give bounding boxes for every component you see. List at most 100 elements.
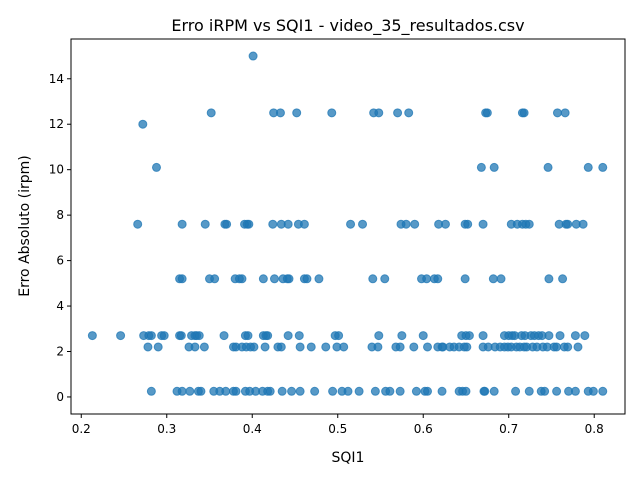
data-point [482,108,492,118]
data-point [409,342,419,352]
data-point [221,386,231,396]
points-layer [87,51,608,396]
data-point [573,342,583,352]
data-point [194,331,204,341]
data-point [153,342,163,352]
data-point [489,162,499,172]
data-point [310,386,320,396]
data-point [206,108,216,118]
data-point [243,331,253,341]
x-tick-label: 0.5 [328,422,347,436]
data-point [583,162,593,172]
data-point [138,119,148,129]
x-axis-label: SQI1 [332,450,365,466]
y-axis: 0 2 4 6 8 10 12 14 [49,72,71,404]
data-point [395,386,405,396]
data-point [354,386,364,396]
x-tick-label: 0.4 [243,422,262,436]
data-point [480,386,490,396]
data-point [196,386,206,396]
data-point [462,342,472,352]
data-point [397,331,407,341]
data-point [410,219,420,229]
data-point [578,219,588,229]
plot-frame [70,38,626,415]
y-tick-label: 10 [49,163,64,177]
data-point [401,219,411,229]
data-point [404,108,414,118]
data-point [287,386,297,396]
data-point [269,274,279,284]
data-point [210,274,220,284]
data-point [411,386,421,396]
data-point [328,386,338,396]
data-point [294,331,304,341]
y-tick-label: 2 [56,345,64,359]
data-point [464,331,474,341]
x-tick-label: 0.7 [499,422,518,436]
data-point [276,342,286,352]
data-point [423,342,433,352]
data-point [552,386,562,396]
data-point [327,108,337,118]
chart-title: Erro iRPM vs SQI1 - video_35_resultados.… [171,16,524,36]
data-point [580,331,590,341]
data-point [422,274,432,284]
data-point [284,274,294,284]
data-point [368,274,378,284]
y-axis-label: Erro Absoluto (irpm) [17,155,33,297]
data-point [543,162,553,172]
data-point [374,108,384,118]
data-point [222,219,232,229]
data-point [283,219,293,229]
data-point [489,386,499,396]
x-axis: 0.2 0.3 0.4 0.5 0.6 0.7 0.8 [72,414,604,436]
data-point [199,342,209,352]
data-point [346,219,356,229]
data-point [159,331,169,341]
data-point [275,108,285,118]
data-point [540,386,550,396]
data-point [231,386,241,396]
data-point [440,219,450,229]
data-point [380,274,390,284]
data-point [524,219,534,229]
data-point [544,331,554,341]
data-point [260,342,270,352]
y-tick-label: 14 [49,72,64,86]
data-point [302,274,312,284]
data-point [496,274,506,284]
data-point [299,219,309,229]
x-tick-label: 0.2 [72,422,91,436]
data-point [463,219,473,229]
data-point [478,219,488,229]
data-point [385,386,395,396]
data-point [476,162,486,172]
data-point [563,342,573,352]
data-point [478,331,488,341]
data-point [519,108,529,118]
data-point [258,274,268,284]
data-point [248,51,258,61]
data-point [393,108,403,118]
data-point [552,108,562,118]
data-point [588,386,598,396]
data-point [555,331,565,341]
data-point [488,274,498,284]
data-point [277,386,287,396]
data-point [437,386,447,396]
data-point [306,342,316,352]
data-point [314,274,324,284]
data-point [374,331,384,341]
data-point [295,386,305,396]
data-point [116,331,126,341]
data-point [292,108,302,118]
data-point [151,162,161,172]
data-point [177,274,187,284]
data-point [190,342,200,352]
data-point [177,219,187,229]
data-point [570,331,580,341]
data-point [146,386,156,396]
